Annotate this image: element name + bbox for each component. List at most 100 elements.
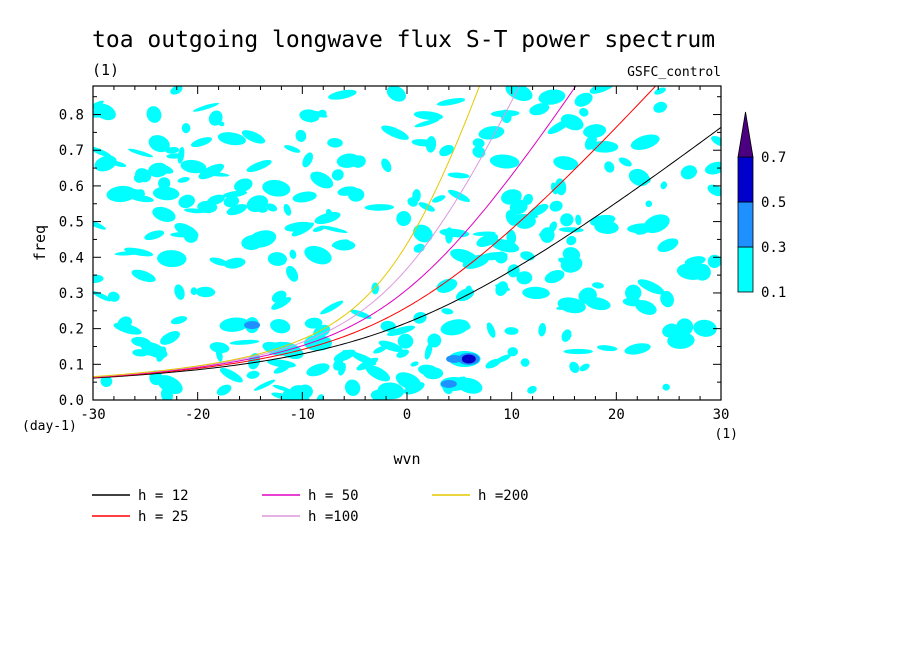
field-patch bbox=[314, 211, 341, 225]
field-patch bbox=[630, 134, 660, 150]
field-patch bbox=[124, 247, 154, 257]
field-patch bbox=[396, 211, 412, 226]
y-tick-label: 0.2 bbox=[59, 322, 84, 338]
field-patch bbox=[590, 140, 619, 153]
field-patch bbox=[208, 110, 223, 126]
y-tick-label: 0.1 bbox=[59, 357, 84, 373]
field-patch bbox=[200, 171, 230, 177]
colorbar-segment bbox=[737, 156, 754, 203]
field-patch bbox=[328, 89, 357, 100]
y-tick-label: 0.7 bbox=[59, 143, 84, 159]
field-patch bbox=[336, 153, 360, 168]
legend: h = 12 h = 25 h = 50 h =100 h =200 bbox=[92, 488, 529, 525]
field-patch bbox=[216, 384, 232, 396]
field-patch bbox=[289, 249, 297, 259]
field-peak bbox=[244, 321, 261, 330]
field-patch bbox=[427, 333, 442, 348]
field-patch bbox=[226, 204, 248, 216]
field-patch bbox=[158, 177, 171, 190]
field-patch bbox=[152, 186, 180, 201]
field-patch bbox=[332, 240, 356, 251]
field-patch bbox=[107, 291, 120, 302]
field-patch bbox=[653, 101, 668, 113]
field-patch bbox=[575, 214, 582, 226]
field-patch bbox=[472, 138, 485, 148]
field-patch bbox=[320, 300, 344, 315]
field-patch bbox=[94, 155, 117, 172]
field-patch bbox=[403, 381, 425, 395]
field-patch bbox=[560, 213, 574, 227]
field-patch bbox=[386, 325, 416, 336]
field-patch bbox=[304, 245, 332, 265]
field-patch bbox=[520, 251, 535, 261]
field-patch bbox=[93, 291, 112, 302]
field-patch bbox=[308, 111, 316, 123]
field-patch bbox=[445, 227, 454, 244]
field-patch bbox=[375, 392, 398, 400]
y-tick-label: 0.4 bbox=[59, 250, 84, 266]
field-patch bbox=[344, 379, 361, 396]
field-patch bbox=[257, 206, 268, 213]
field-patch bbox=[267, 359, 296, 368]
y-tick-label: 0.3 bbox=[59, 286, 84, 302]
field-patch bbox=[660, 290, 674, 308]
field-peak-core bbox=[461, 354, 476, 364]
x-tick-label: -10 bbox=[290, 407, 315, 423]
y-tick-label: 0.0 bbox=[59, 393, 84, 409]
field-patch bbox=[424, 343, 433, 360]
field-patch bbox=[413, 243, 425, 253]
field-patch bbox=[364, 204, 395, 211]
field-patch bbox=[441, 308, 454, 315]
field-patch bbox=[636, 174, 651, 184]
x-axis-label: wvn bbox=[393, 450, 420, 468]
legend-label: h =100 bbox=[308, 509, 359, 525]
experiment-label: GSFC_control bbox=[627, 65, 721, 80]
field-patch bbox=[556, 305, 571, 310]
field-patch bbox=[676, 263, 706, 280]
field-patch bbox=[563, 348, 593, 355]
field-patch bbox=[414, 118, 440, 128]
field-patch bbox=[386, 86, 406, 102]
field-patch bbox=[553, 156, 579, 171]
units-label: (1) bbox=[92, 61, 119, 79]
x-tick-label: 0 bbox=[403, 407, 411, 423]
dispersion-curve bbox=[93, 126, 721, 379]
field-patch bbox=[160, 330, 180, 345]
field-patch bbox=[680, 165, 698, 180]
field-patch bbox=[223, 195, 240, 208]
field-patch bbox=[93, 146, 112, 158]
field-patch bbox=[219, 367, 243, 383]
colorbar-segment bbox=[737, 246, 754, 293]
field-patch bbox=[348, 188, 365, 202]
colorbar-segment bbox=[737, 201, 754, 248]
field-patch bbox=[215, 347, 223, 362]
field-patch bbox=[432, 195, 446, 203]
field-patch bbox=[224, 257, 246, 269]
field-patch bbox=[440, 284, 453, 292]
field-patch bbox=[667, 332, 695, 349]
field-patch bbox=[152, 206, 176, 222]
field-patch bbox=[515, 214, 536, 229]
field-patch bbox=[246, 370, 260, 379]
field-patch bbox=[165, 147, 180, 154]
field-patch bbox=[490, 238, 520, 253]
field-patch bbox=[373, 345, 388, 354]
field-patch bbox=[495, 251, 508, 264]
field-patch bbox=[645, 200, 653, 208]
x-tick-label: -30 bbox=[80, 407, 105, 423]
field-patch bbox=[284, 145, 301, 153]
field-patch bbox=[93, 274, 104, 284]
field-patch bbox=[505, 86, 533, 101]
field-patch bbox=[413, 111, 444, 121]
field-patch bbox=[350, 309, 372, 319]
field-patch bbox=[589, 86, 617, 94]
field-patch bbox=[100, 375, 113, 388]
colorbar-label: 0.1 bbox=[761, 285, 786, 301]
field-patch bbox=[133, 173, 145, 183]
field-patch bbox=[704, 161, 721, 175]
field-patch bbox=[527, 385, 537, 394]
field-patch bbox=[472, 146, 486, 158]
field-patch bbox=[131, 269, 156, 283]
field-patch bbox=[331, 169, 344, 181]
field-patch bbox=[544, 270, 565, 284]
